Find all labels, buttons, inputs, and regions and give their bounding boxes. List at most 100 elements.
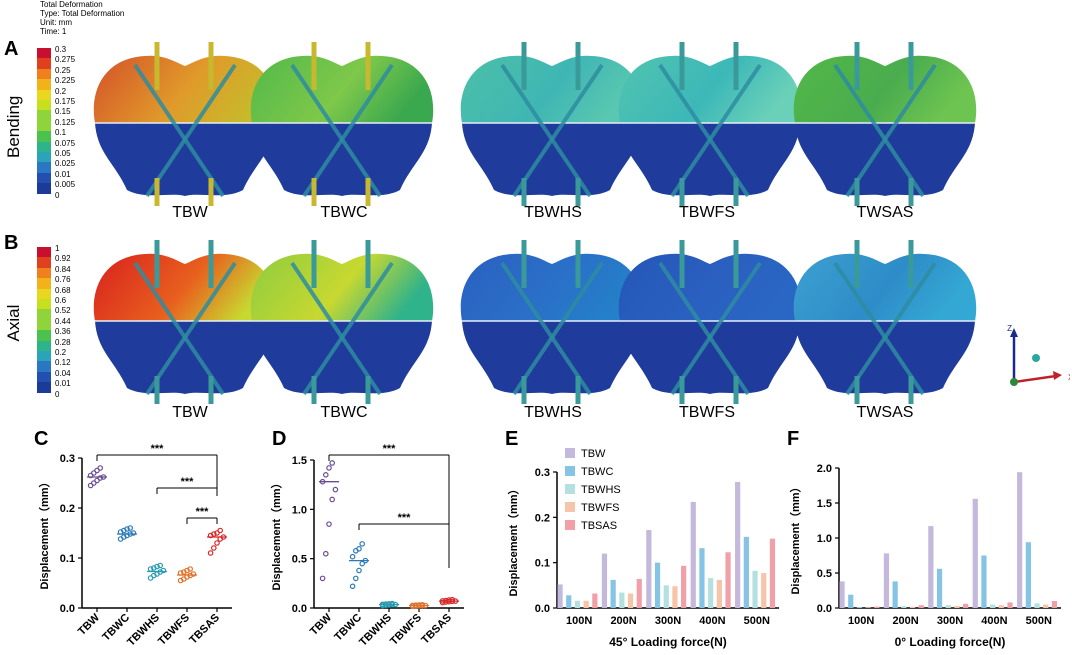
- legend-swatch: [37, 361, 51, 372]
- model-label-tbw-bending: TBW: [172, 204, 208, 221]
- y-tick-label: 0.3: [535, 467, 550, 479]
- data-point: [319, 478, 326, 485]
- y-tick-label: 0.3: [60, 453, 75, 465]
- fe-model-tbwfs-axial: [618, 240, 802, 404]
- data-point: [409, 602, 416, 609]
- model-upper-fragment: [460, 55, 644, 124]
- legend-swatch: [37, 319, 51, 331]
- legend-swatch: [37, 131, 51, 142]
- tension-wire: [290, 261, 382, 396]
- y-tick-label: 0.5: [817, 568, 832, 580]
- data-point: [362, 557, 369, 564]
- model-label-twsas-axial: TWSAS: [856, 404, 914, 421]
- x-tick-label: 200N: [892, 615, 918, 627]
- bar-tbsas: [963, 603, 969, 608]
- y-tick-label: 0.0: [292, 603, 307, 615]
- bar-tbwc: [743, 536, 749, 608]
- data-point: [356, 567, 362, 574]
- info-line: Time: 1: [40, 27, 67, 36]
- chart-f-bar-chart: 0.0 0.5 1.0 1.5 2.0 Displacement（mm） 100N 200N 3…: [789, 463, 1061, 649]
- bar-tbsas: [725, 552, 731, 608]
- bar-tbw: [735, 481, 741, 608]
- legend-swatch-tbw: [565, 448, 575, 458]
- data-point: [207, 550, 214, 556]
- model-label-tbwhs-bending: TBWHS: [524, 204, 582, 221]
- model-label-twsas-bending: TWSAS: [856, 204, 914, 221]
- bar-tbwfs: [1043, 604, 1049, 608]
- y-tick-label: 0.0: [60, 603, 75, 615]
- bar-tbw: [839, 581, 845, 608]
- legend-swatch: [37, 267, 51, 279]
- significance-label: ***: [196, 506, 210, 518]
- x-tick-label: 100N: [848, 615, 874, 627]
- x-tick-label: TBWFS: [156, 612, 192, 648]
- bar-tbwhs: [856, 607, 863, 608]
- x-axis-label: 0° Loading force(N): [895, 635, 1006, 649]
- bar-tbwfs: [909, 606, 916, 608]
- tension-wire: [512, 261, 604, 396]
- bar-tbwhs: [663, 585, 669, 608]
- data-point: [349, 553, 356, 560]
- significance-label: ***: [181, 476, 195, 488]
- legend-swatch: [37, 110, 51, 121]
- legend-swatch-tbwc: [565, 466, 575, 476]
- legend-swatch: [37, 172, 51, 184]
- bar-tbsas: [918, 605, 924, 608]
- model-lower-fragment: [620, 321, 800, 394]
- legend-value: 0.84: [55, 264, 71, 274]
- x-tick-label: TBWHS: [357, 612, 394, 649]
- fe-model-tbwhs-axial: [460, 240, 644, 404]
- model-upper-fragment: [793, 253, 977, 321]
- legend-swatch: [37, 120, 51, 132]
- data-point: [190, 571, 197, 577]
- model-label-tbwc-bending: TBWC: [320, 204, 368, 221]
- origin-dot: [1010, 378, 1018, 386]
- tension-wire: [290, 63, 382, 198]
- legend-value: 0.92: [55, 254, 71, 264]
- tension-wire: [658, 261, 750, 396]
- y-tick-label: 1.0: [292, 504, 307, 516]
- tension-wire: [133, 261, 225, 396]
- chart-c-dot-plot: 0.00.10.20.3Displacement（mm）TBWTBWCTBWHS…: [38, 443, 232, 649]
- tension-wire: [512, 63, 604, 198]
- info-line: Unit: mm: [40, 18, 72, 27]
- tension-wire: [145, 63, 237, 198]
- legend-swatch: [37, 382, 51, 393]
- legend-value: 0.075: [55, 138, 76, 148]
- data-point: [97, 475, 104, 481]
- legend-swatch: [37, 340, 51, 352]
- y-tick-label: 0.2: [535, 512, 550, 524]
- z-axis-arrow: [1010, 328, 1018, 337]
- data-point: [386, 601, 392, 607]
- x-tick-label: TBW: [308, 611, 335, 638]
- x-tick-label: 500N: [1026, 615, 1052, 627]
- x-tick-label: 300N: [655, 615, 681, 627]
- data-point: [154, 563, 160, 570]
- data-point: [413, 602, 419, 609]
- legend-value: 0.05: [55, 149, 71, 158]
- legend-swatch: [37, 162, 51, 173]
- legend-value: 0.1: [55, 128, 67, 138]
- panel-label-f: F: [787, 428, 800, 450]
- bar-tbwc: [566, 595, 572, 608]
- data-point: [353, 575, 359, 582]
- legend-value: 0.125: [55, 117, 76, 127]
- legend-swatch: [37, 278, 51, 289]
- bar-tbwfs: [998, 605, 1004, 608]
- data-point: [217, 527, 224, 534]
- legend-swatch: [37, 299, 51, 310]
- fe-model-twsas-bending: [793, 42, 977, 206]
- data-point: [124, 526, 130, 532]
- x-tick-label: 400N: [981, 615, 1007, 627]
- legend-value: 0.15: [55, 107, 71, 117]
- legend-swatch: [37, 68, 51, 80]
- y-tick-label: 0.5: [292, 554, 307, 566]
- tension-wire: [302, 261, 394, 396]
- y-tick-label: 1.5: [817, 498, 832, 510]
- legend-swatch-tbwhs: [565, 484, 575, 494]
- y-tick-label: 0.1: [535, 558, 550, 570]
- data-point: [329, 460, 336, 466]
- legend-swatch: [37, 141, 51, 153]
- bar-tbw: [1017, 472, 1023, 608]
- tension-wire: [670, 63, 762, 198]
